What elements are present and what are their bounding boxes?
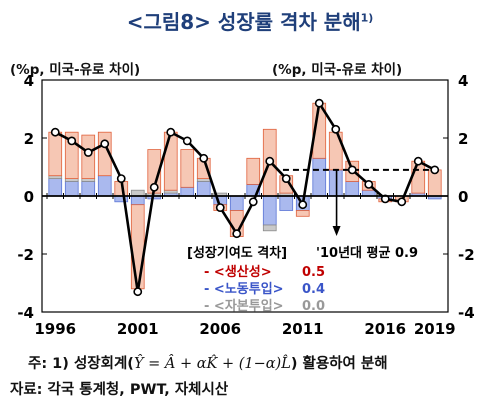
bar-labor xyxy=(81,181,96,197)
growth-gap-point xyxy=(149,182,159,192)
bar-capital xyxy=(48,175,63,179)
x-tick-label: 2006 xyxy=(199,320,241,338)
bar-labor xyxy=(312,157,327,197)
bar-capital xyxy=(196,178,211,182)
bar-capital xyxy=(64,178,79,182)
formula-note: 주: 1) 성장회계(Ŷ = Â + αK̂ + (1−α)L̂) 활용하여 분… xyxy=(28,356,388,372)
bar-capital xyxy=(262,224,277,232)
bar-productivity xyxy=(163,131,178,191)
growth-gap-point xyxy=(265,156,275,166)
legend-item-label: - <자본투입> xyxy=(204,299,284,314)
y-tick-label-left: -4 xyxy=(17,304,34,322)
bar-capital xyxy=(163,189,178,194)
annotation-arrow-head xyxy=(332,226,341,236)
bar-capital xyxy=(81,178,96,182)
growth-gap-point xyxy=(248,197,258,207)
right-axis-unit: (%p, 미국-유로 차이) xyxy=(272,62,403,78)
bar-labor xyxy=(279,195,294,211)
y-tick-label-left: -2 xyxy=(17,246,34,264)
bar-labor xyxy=(345,181,360,197)
bar-labor xyxy=(196,181,211,197)
bar-productivity xyxy=(130,204,145,290)
legend-item-value: 0.5 xyxy=(302,265,325,280)
y-tick-label-right: 0 xyxy=(458,188,468,206)
growth-gap-point xyxy=(83,148,93,157)
growth-gap-point xyxy=(100,139,110,149)
y-tick-label-right: 2 xyxy=(458,130,468,148)
bar-labor xyxy=(130,195,145,206)
growth-gap-point xyxy=(67,136,77,146)
bar-productivity xyxy=(411,160,426,194)
y-tick-label-right: 4 xyxy=(458,72,468,90)
growth-gap-point xyxy=(347,165,357,175)
x-tick-label: 1996 xyxy=(34,320,76,338)
left-axis-unit: (%p, 미국-유로 차이) xyxy=(10,62,141,78)
growth-gap-point xyxy=(298,200,308,210)
growth-gap-point xyxy=(133,287,143,297)
source-note: 자료: 각국 통계청, PWT, 자체시산 xyxy=(10,382,229,398)
bar-labor xyxy=(97,175,112,197)
bar-labor xyxy=(180,186,195,197)
growth-gap-point xyxy=(397,197,407,207)
legend-item-label: - <노동투입> xyxy=(204,282,284,297)
y-tick-label-left: 2 xyxy=(24,130,34,148)
x-tick-label: 2019 xyxy=(414,320,456,338)
growth-gap-point xyxy=(232,229,242,239)
chart-title: <그림8> 성장률 격차 분해1) xyxy=(126,10,374,34)
bar-labor xyxy=(64,181,79,197)
growth-gap-point xyxy=(364,179,374,189)
bar-productivity xyxy=(180,149,195,188)
y-tick-label-left: 4 xyxy=(24,72,34,90)
bar-labor xyxy=(262,195,277,226)
growth-gap-point xyxy=(314,98,324,108)
growth-gap-point xyxy=(182,136,192,146)
bar-labor xyxy=(229,195,244,211)
growth-gap-point xyxy=(199,153,209,163)
bar-labor xyxy=(328,169,343,197)
growth-gap-point xyxy=(430,165,440,175)
growth-gap-point xyxy=(215,203,225,212)
bar-productivity xyxy=(295,210,310,217)
reference-annotation: '10년대 평균 0.9 xyxy=(316,245,418,261)
x-tick-label: 2001 xyxy=(117,320,159,338)
growth-gap-point xyxy=(116,174,126,183)
growth-gap-point xyxy=(50,127,60,137)
y-tick-label-left: 0 xyxy=(24,188,34,206)
y-tick-label-right: -2 xyxy=(458,246,475,264)
y-tick-label-right: -4 xyxy=(458,304,475,322)
bar-productivity xyxy=(246,157,261,185)
legend-item-value: 0.0 xyxy=(302,299,325,314)
bar-labor xyxy=(48,178,63,197)
growth-gap-point xyxy=(413,156,423,166)
x-tick-label: 2011 xyxy=(282,320,324,338)
x-tick-label: 2016 xyxy=(364,320,406,338)
bar-productivity xyxy=(48,131,63,177)
growth-gap-point xyxy=(331,124,341,134)
growth-gap-point xyxy=(281,174,291,183)
legend-item-label: - <생산성> xyxy=(204,264,272,280)
legend-item-value: 0.4 xyxy=(302,282,325,297)
growth-gap-point xyxy=(166,127,176,137)
legend-title: [성장기여도 격차] xyxy=(187,245,287,261)
